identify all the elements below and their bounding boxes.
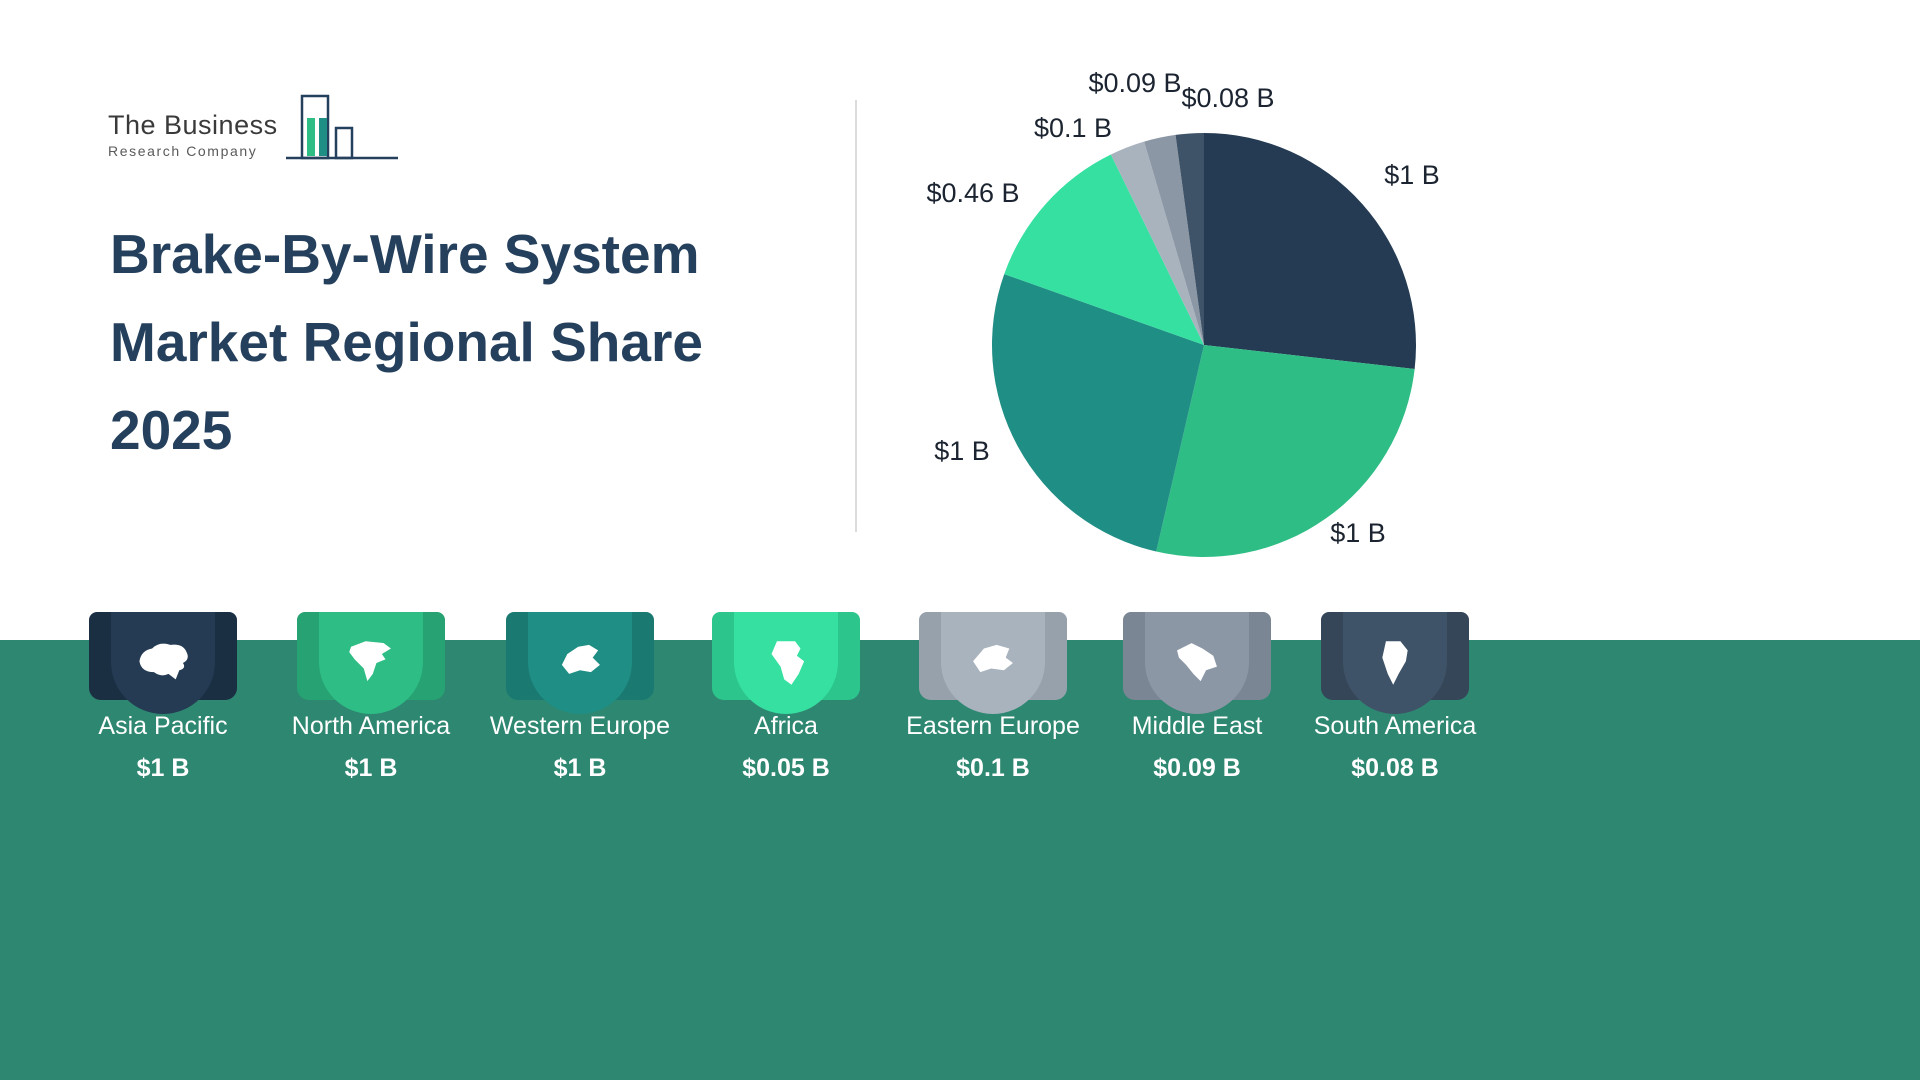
pie-slice-label: $0.46 B [926,178,1019,208]
legend-item-western-europe: Western Europe $1 B [465,612,695,832]
legend-region-value: $0.09 B [1153,754,1241,782]
pie-slice-label: $0.09 B [1088,68,1181,98]
legend-region-value: $0.08 B [1351,754,1439,782]
pie-slice-label: $0.1 B [1034,113,1112,143]
eastern-europe-map-icon [973,644,1013,673]
north-america-map-icon [349,641,391,682]
legend-badge-eastern-europe [919,612,1067,716]
legend-item-south-america: South America $0.08 B [1280,612,1510,832]
asia-map-icon [139,643,188,680]
legend-region-label: Africa [754,712,818,740]
legend-region-label: North America [291,712,451,740]
legend-badge-bookmark [319,612,423,714]
legend-badge-north-america [297,612,445,716]
logo-name-line2: Research Company [108,143,258,159]
legend-region-value: $0.05 B [742,754,830,782]
pie-slice-label: $1 B [1384,160,1440,190]
pie-slice-south-america [1175,133,1204,345]
legend-item-africa: Africa $0.05 B [671,612,901,832]
pie-slice-asia-pacific [1204,133,1416,370]
africa-map-icon [771,641,805,685]
pie-slice-western-europe [991,274,1204,552]
legend-region-label: South America [1313,712,1477,740]
pie-slice-north-america [1156,345,1415,557]
legend-region-label: Western Europe [489,712,671,740]
legend-region-label: Eastern Europe [906,712,1080,740]
legend-badge-bookmark [734,612,838,714]
pie-slice-africa [1004,154,1204,345]
legend-badge-bookmark [111,612,215,714]
pie-slice-label: $0.08 B [1181,83,1274,113]
bar-chart-logo-icon [284,92,402,177]
legend-badge-middle-east [1123,612,1271,716]
pie-slice-label: $1 B [1330,518,1386,548]
pie-slice-middle-east [1144,134,1204,345]
pie-chart: $1 B $1 B $1 B $0.46 B $0.1 B $0.09 B $0.08 B [890,50,1530,610]
legend-badge-asia-pacific [89,612,237,716]
legend-badge-bookmark [528,612,632,714]
page-title-line3: 2025 [110,399,233,461]
legend-band: Asia Pacific $1 B North America $1 B Western… [0,612,1920,1080]
legend-badge-bookmark [1343,612,1447,714]
pie-slice-label: $1 B [934,436,990,466]
pie-chart-svg: $1 B $1 B $1 B $0.46 B $0.1 B $0.09 B $0.08 B [926,68,1440,557]
legend-item-middle-east: Middle East $0.09 B [1082,612,1312,832]
legend-item-north-america: North America $1 B [256,612,486,832]
company-logo-text: The Business Research Company [108,110,278,159]
legend-region-value: $1 B [344,754,398,782]
europe-map-icon [561,644,600,674]
legend-region-value: $1 B [136,754,190,782]
legend-region-value: $1 B [553,754,607,782]
south-america-map-icon [1382,641,1408,685]
divider-line [855,100,857,532]
legend-item-eastern-europe: Eastern Europe $0.1 B [878,612,1108,832]
legend-badge-africa [712,612,860,716]
page-title: Brake-By-Wire System Market Regional Sha… [110,210,703,474]
logo-name-line1: The Business [108,110,278,140]
middle-east-map-icon [1177,643,1217,682]
legend-region-label: Asia Pacific [98,712,228,740]
legend-badge-western-europe [506,612,654,716]
legend-badge-bookmark [941,612,1045,714]
legend-badge-south-america [1321,612,1469,716]
legend-region-value: $0.1 B [956,754,1030,782]
page-title-line1: Brake-By-Wire System [110,223,700,285]
legend-item-asia-pacific: Asia Pacific $1 B [48,612,278,832]
company-logo: The Business Research Company [108,92,402,177]
legend-badge-bookmark [1145,612,1249,714]
pie-slice-eastern-europe [1110,141,1204,345]
page-title-line2: Market Regional Share [110,311,703,373]
legend-region-label: Middle East [1131,712,1263,740]
